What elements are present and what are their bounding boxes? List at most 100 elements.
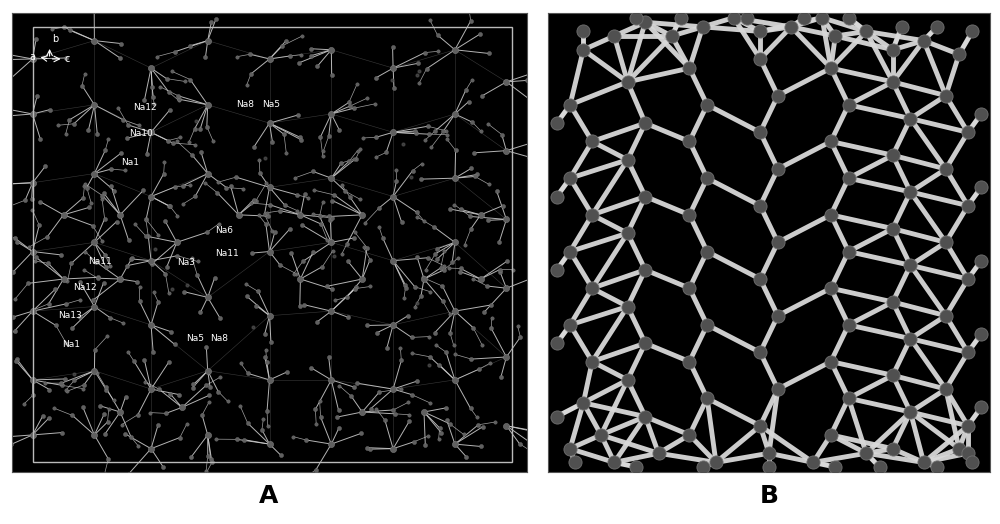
- Point: [204, 458, 220, 466]
- Point: [258, 345, 274, 354]
- Point: [436, 266, 452, 274]
- Point: [371, 223, 387, 231]
- Point: [493, 373, 509, 381]
- Point: [872, 463, 888, 471]
- Point: [473, 127, 489, 135]
- Point: [894, 23, 910, 31]
- Point: [387, 410, 403, 418]
- Point: [200, 169, 216, 178]
- Point: [491, 238, 507, 246]
- Point: [448, 146, 464, 155]
- Point: [3, 440, 19, 449]
- Point: [97, 215, 113, 223]
- Point: [200, 101, 216, 109]
- Point: [106, 396, 122, 405]
- Point: [885, 78, 901, 86]
- Point: [463, 355, 479, 363]
- Point: [285, 432, 301, 441]
- Point: [61, 116, 77, 124]
- Point: [192, 308, 208, 316]
- Point: [471, 365, 487, 374]
- Point: [593, 431, 609, 439]
- Point: [200, 431, 216, 439]
- Point: [739, 14, 755, 22]
- Point: [76, 380, 92, 389]
- Point: [161, 202, 177, 211]
- Point: [407, 282, 423, 291]
- Point: [347, 285, 363, 293]
- Point: [127, 220, 143, 228]
- Point: [363, 405, 379, 413]
- Point: [708, 458, 724, 466]
- Point: [386, 84, 402, 93]
- Point: [264, 138, 280, 146]
- Point: [238, 280, 254, 288]
- Point: [770, 165, 786, 173]
- Point: [681, 137, 697, 146]
- Text: Na6: Na6: [215, 226, 233, 235]
- Point: [637, 18, 653, 26]
- Point: [397, 281, 413, 289]
- Point: [293, 50, 309, 59]
- Point: [421, 130, 437, 138]
- Point: [210, 387, 226, 396]
- Point: [531, 271, 547, 279]
- Point: [606, 32, 622, 40]
- Point: [136, 356, 152, 365]
- Point: [210, 178, 226, 187]
- Point: [88, 257, 104, 266]
- Point: [359, 321, 375, 330]
- Point: [138, 232, 154, 240]
- Point: [160, 136, 176, 145]
- Point: [262, 54, 278, 63]
- Text: Na12: Na12: [73, 283, 96, 292]
- Point: [24, 205, 40, 214]
- Point: [273, 451, 289, 460]
- Point: [368, 133, 384, 141]
- Point: [394, 219, 410, 227]
- Point: [103, 182, 119, 190]
- Point: [470, 421, 486, 429]
- Point: [960, 421, 976, 430]
- Point: [254, 425, 270, 434]
- Point: [136, 96, 152, 104]
- Point: [44, 25, 60, 34]
- Point: [422, 287, 438, 296]
- Point: [235, 184, 251, 193]
- Point: [841, 14, 857, 22]
- Point: [487, 418, 503, 426]
- Point: [37, 379, 53, 387]
- Point: [429, 255, 445, 263]
- Point: [620, 302, 636, 311]
- Point: [89, 368, 105, 377]
- Point: [236, 435, 252, 444]
- Point: [499, 257, 515, 266]
- Point: [438, 348, 454, 356]
- Point: [433, 429, 449, 437]
- Point: [960, 201, 976, 210]
- Point: [973, 110, 989, 118]
- Point: [385, 42, 401, 51]
- Point: [187, 124, 203, 133]
- Point: [584, 137, 600, 146]
- Point: [885, 371, 901, 379]
- Point: [0, 77, 16, 85]
- Point: [823, 211, 839, 219]
- Point: [0, 335, 12, 343]
- Point: [172, 133, 188, 141]
- Point: [404, 390, 420, 399]
- Point: [761, 449, 777, 457]
- Point: [393, 385, 409, 393]
- Point: [169, 238, 185, 247]
- Point: [964, 458, 980, 466]
- Point: [257, 330, 273, 338]
- Text: Na10: Na10: [129, 129, 153, 138]
- Point: [187, 140, 203, 149]
- Point: [94, 195, 110, 203]
- Point: [650, 449, 666, 457]
- Point: [208, 435, 224, 443]
- Text: B: B: [760, 484, 778, 508]
- Point: [916, 458, 932, 466]
- Point: [416, 216, 432, 225]
- Point: [436, 246, 452, 255]
